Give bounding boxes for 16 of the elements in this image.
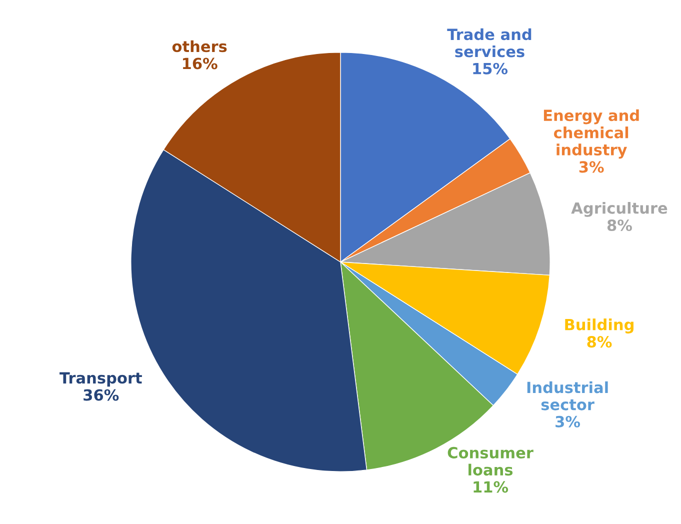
slice-label: Trade and services [447, 28, 532, 58]
slice-label: Industrial sector [527, 381, 608, 410]
data-label: 8% [587, 336, 612, 348]
slice-label: Energy and chemical industry [544, 109, 639, 159]
slice-label: others [172, 40, 227, 52]
data-label: 3% [579, 161, 604, 173]
data-label: 36% [84, 389, 119, 401]
data-label: 11% [474, 481, 508, 493]
data-label: 15% [473, 62, 508, 74]
slice-label: Consumer loans [448, 446, 534, 476]
data-label: 3% [556, 416, 580, 428]
slice-label: Building [565, 318, 634, 334]
data-label: 16% [183, 58, 218, 70]
data-label: 8% [607, 220, 632, 232]
slice-label: Transport [60, 372, 142, 387]
slice-label: Agriculture [571, 202, 668, 217]
